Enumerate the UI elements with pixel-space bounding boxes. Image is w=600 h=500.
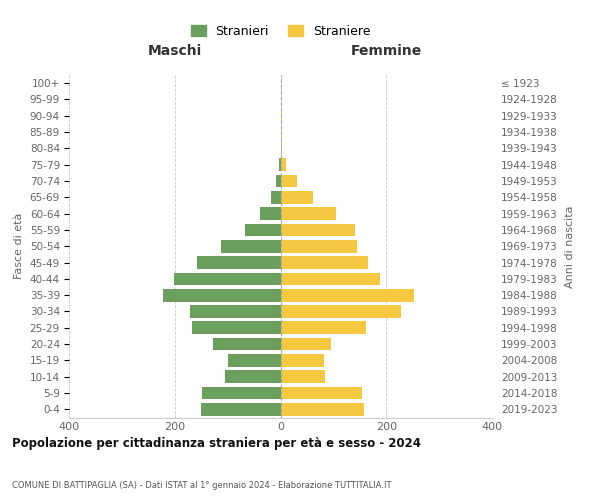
Text: Popolazione per cittadinanza straniera per età e sesso - 2024: Popolazione per cittadinanza straniera p… [12, 437, 421, 450]
Bar [281, 208, 336, 220]
Bar [281, 403, 364, 415]
Bar [191, 322, 281, 334]
Bar [221, 240, 281, 252]
Bar [163, 289, 281, 302]
Bar [260, 208, 281, 220]
Bar [280, 158, 281, 171]
Bar [281, 240, 357, 252]
Bar [281, 256, 368, 269]
Bar [281, 322, 366, 334]
Bar [245, 224, 281, 236]
Bar [281, 354, 324, 367]
Bar [281, 224, 355, 236]
Bar [227, 354, 281, 367]
Bar [281, 174, 298, 188]
Bar [281, 386, 362, 400]
Bar [173, 272, 281, 285]
Bar [281, 338, 331, 350]
Bar [281, 370, 325, 383]
Bar [276, 174, 281, 188]
Bar [197, 256, 281, 269]
Text: Maschi: Maschi [148, 44, 202, 58]
Bar [201, 403, 281, 415]
Bar [281, 272, 380, 285]
Bar [281, 142, 282, 155]
Bar [271, 191, 281, 203]
Bar [281, 158, 286, 171]
Y-axis label: Anni di nascita: Anni di nascita [565, 205, 575, 288]
Bar [190, 305, 281, 318]
Bar [281, 289, 414, 302]
Text: COMUNE DI BATTIPAGLIA (SA) - Dati ISTAT al 1° gennaio 2024 - Elaborazione TUTTIT: COMUNE DI BATTIPAGLIA (SA) - Dati ISTAT … [12, 481, 392, 490]
Legend: Stranieri, Straniere: Stranieri, Straniere [185, 20, 376, 42]
Bar [225, 370, 281, 383]
Y-axis label: Fasce di età: Fasce di età [14, 213, 24, 280]
Bar [281, 191, 313, 203]
Bar [213, 338, 281, 350]
Text: Femmine: Femmine [350, 44, 422, 58]
Bar [281, 305, 401, 318]
Bar [202, 386, 281, 400]
